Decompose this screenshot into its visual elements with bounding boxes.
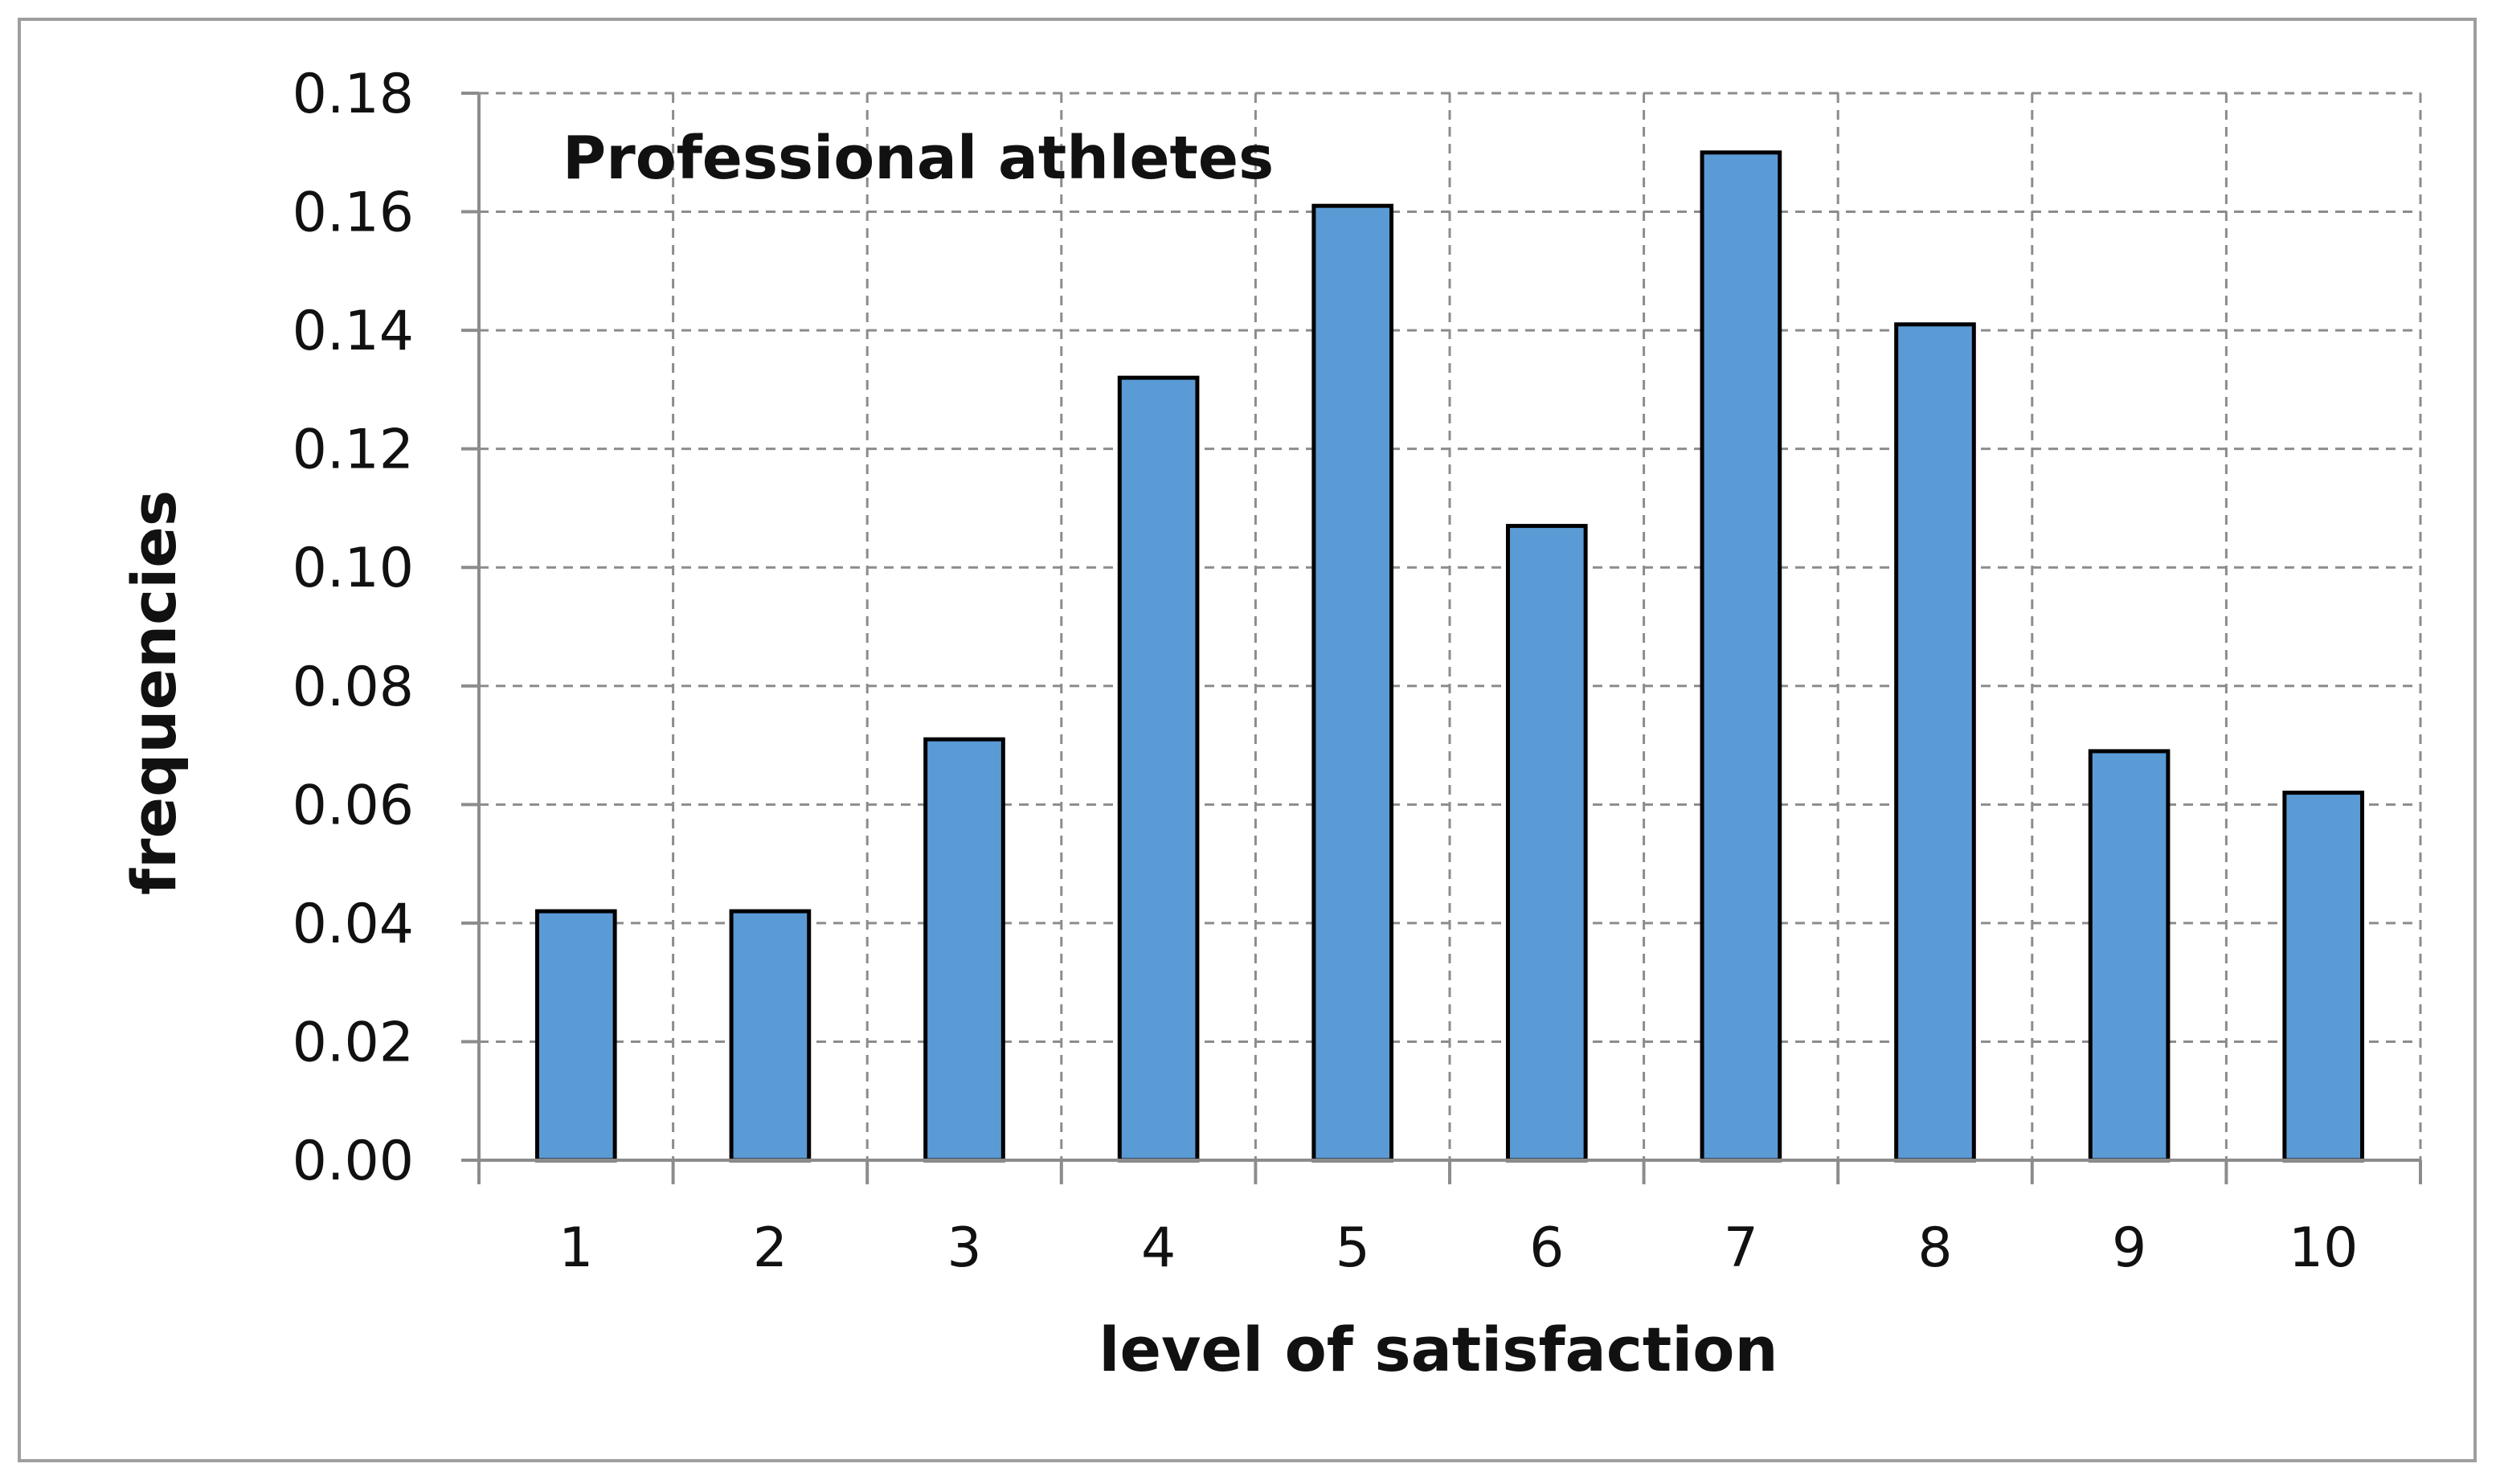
y-tick-label: 0.12 (293, 419, 414, 482)
chart-title: Professional athletes (563, 124, 1274, 193)
y-tick-label: 0.14 (293, 300, 414, 363)
x-tick-label: 4 (1141, 1216, 1176, 1280)
axis-layer (461, 92, 2422, 1184)
y-tick-label: 0.06 (293, 774, 414, 837)
bar-1 (534, 909, 617, 1163)
x-tick-label: 5 (1336, 1216, 1370, 1280)
y-tick-label: 0.02 (293, 1011, 414, 1074)
chart-frame (18, 18, 2477, 1462)
bar-7 (1700, 150, 1782, 1163)
y-tick-label: 0.00 (293, 1130, 414, 1193)
y-tick-label: 0.18 (293, 63, 414, 126)
x-tick-label: 8 (1917, 1216, 1952, 1280)
y-tick-labels: 0.00 0.02 0.04 0.06 0.08 0.10 0.12 0.14 0.16 0.18 (293, 63, 414, 1193)
bar-5 (1311, 203, 1394, 1163)
x-axis-title: level of satisfaction (1099, 1314, 1778, 1385)
y-tick-label: 0.08 (293, 656, 414, 719)
x-tick-label: 6 (1529, 1216, 1564, 1280)
bar-6 (1505, 524, 1588, 1163)
x-tick-label: 3 (947, 1216, 981, 1280)
y-tick-label: 0.10 (293, 537, 414, 600)
bar-8 (1894, 322, 1976, 1163)
bar-2 (729, 909, 812, 1163)
bar-9 (2088, 749, 2171, 1163)
x-tick-label: 9 (2112, 1216, 2146, 1280)
x-tick-label: 10 (2289, 1216, 2359, 1280)
bars-layer (534, 150, 2365, 1163)
bar-3 (923, 737, 1005, 1163)
bar-10 (2282, 791, 2365, 1163)
x-tick-labels: 1 2 3 4 5 6 7 8 9 10 (559, 1216, 2358, 1280)
y-tick-label: 0.04 (293, 893, 414, 956)
x-tick-label: 7 (1724, 1216, 1758, 1280)
y-axis-title: frequencies (118, 490, 190, 895)
bar-4 (1117, 375, 1200, 1163)
x-tick-label: 2 (753, 1216, 788, 1280)
x-tick-label: 1 (559, 1216, 593, 1280)
y-tick-label: 0.16 (293, 182, 414, 245)
